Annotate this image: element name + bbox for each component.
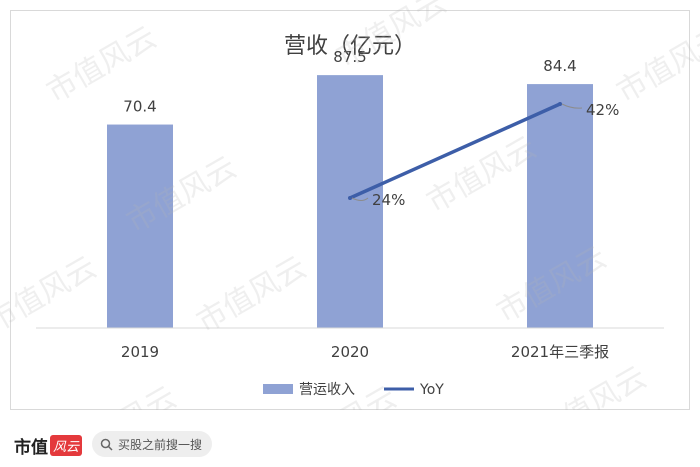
- x-tick-label: 2019: [121, 343, 159, 361]
- brand-seal: 风云: [50, 435, 83, 456]
- bar-value-label: 87.5: [333, 48, 366, 66]
- yoy-point: [558, 102, 562, 106]
- legend: 营运收入 YoY: [263, 382, 444, 398]
- yoy-value-label: 42%: [586, 101, 619, 119]
- bar-2020: [317, 75, 383, 328]
- legend-label-line: YoY: [419, 382, 444, 398]
- bars-layer: [107, 75, 593, 328]
- yoy-leader-line: [561, 103, 583, 109]
- search-text: 买股之前搜一搜: [118, 437, 203, 452]
- yoy-line: [348, 102, 562, 200]
- bar-2021年三季报: [527, 84, 593, 328]
- brand-text: 市值: [14, 438, 48, 458]
- search-bar[interactable]: 买股之前搜一搜: [92, 431, 212, 457]
- line-layer: [348, 102, 583, 201]
- bar-value-label: 84.4: [543, 57, 576, 75]
- x-tick-label: 2020: [331, 343, 369, 361]
- brand-logo: 市值 风云: [14, 433, 83, 458]
- bar-2019: [107, 124, 173, 328]
- chart-title: 营收（亿元）: [284, 34, 416, 59]
- legend-swatch-bar: [263, 384, 293, 394]
- yoy-value-label: 24%: [372, 191, 405, 209]
- yoy-leader-line: [351, 197, 369, 201]
- labels-layer: 70.4 2019 87.5 2020 84.4 2021年三季报 24% 42%: [121, 48, 619, 361]
- legend-label-bar: 营运收入: [299, 382, 355, 398]
- x-tick-label: 2021年三季报: [511, 343, 609, 361]
- search-icon: [100, 438, 113, 451]
- footer: 市值 风云 买股之前搜一搜: [0, 410, 700, 467]
- yoy-point: [348, 196, 352, 200]
- bar-value-label: 70.4: [123, 98, 156, 116]
